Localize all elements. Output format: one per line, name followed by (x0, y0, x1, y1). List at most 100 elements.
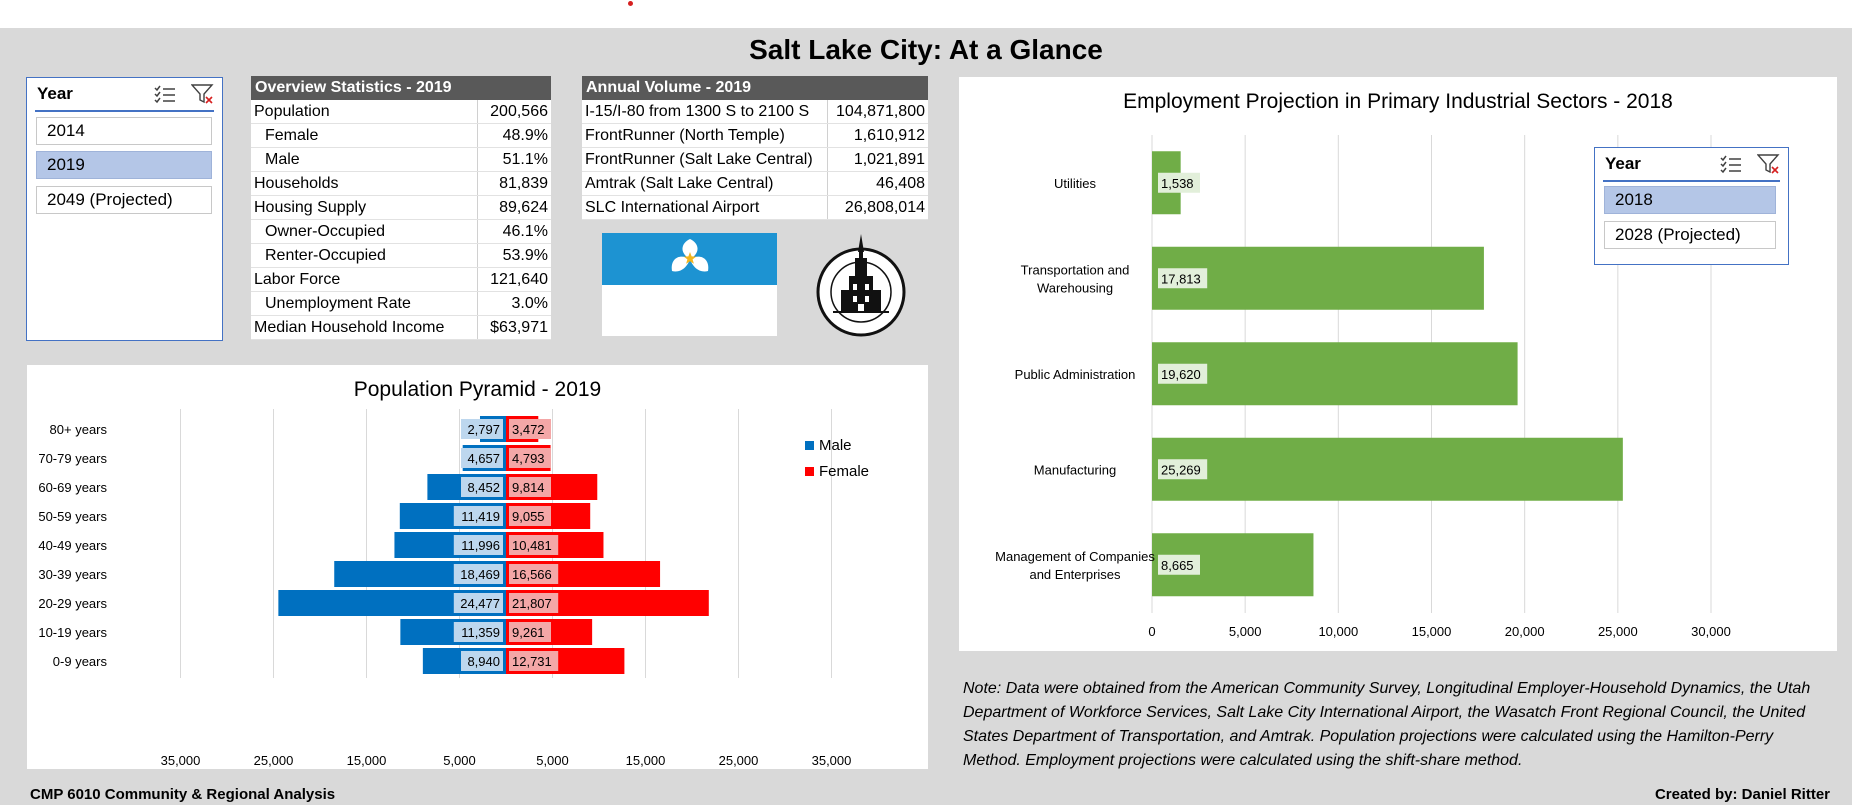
pyramid-male-label-bg (453, 564, 503, 584)
overview-label: Median Household Income (251, 315, 478, 340)
volume-value: 1,021,891 (827, 147, 928, 172)
slicer-title: Year (37, 84, 73, 103)
volume-label: Amtrak (Salt Lake Central) (582, 171, 829, 196)
slicer-header: Year (1603, 148, 1780, 182)
volume-row: Amtrak (Salt Lake Central) 46,408 (582, 171, 928, 196)
year-slicer-item-2014[interactable]: 2014 (36, 117, 212, 145)
overview-label: Population (251, 100, 478, 124)
pyramid-x-tick: 25,000 (254, 753, 294, 768)
volume-value: 46,408 (827, 171, 928, 196)
employment-x-tick: 10,000 (1318, 624, 1358, 639)
pyramid-category-label: 60-69 years (38, 480, 107, 495)
data-source-note: Note: Data were obtained from the Americ… (963, 680, 1811, 769)
clear-filter-icon[interactable] (1757, 153, 1781, 175)
overview-label: Female (251, 123, 478, 148)
year-slicer-item-2019[interactable]: 2019 (36, 151, 212, 179)
overview-value: 81,839 (477, 171, 551, 196)
footer-author: Created by: Daniel Ritter (1654, 786, 1830, 803)
pyramid-female-data-label: 21,807 (512, 596, 552, 611)
pyramid-female-data-label: 9,055 (512, 509, 545, 524)
pyramid-female-label-bg (509, 535, 559, 555)
pyramid-female-label-bg (509, 419, 551, 439)
year-slicer-item-2049[interactable]: 2049 (Projected) (36, 186, 212, 214)
overview-value: 89,624 (477, 195, 551, 220)
overview-row: Unemployment Rate 3.0% (251, 291, 551, 316)
employment-x-tick: 20,000 (1505, 624, 1545, 639)
employment-label-bg (1158, 268, 1208, 289)
volume-row: FrontRunner (North Temple) 1,610,912 (582, 123, 928, 148)
pyramid-female-label-bg (509, 506, 551, 526)
employment-slicer-item-2018[interactable]: 2018 (1604, 186, 1776, 214)
employment-label-bg (1158, 172, 1200, 193)
overview-label: Housing Supply (251, 195, 478, 220)
pyramid-male-data-label: 11,419 (461, 509, 500, 524)
volume-value: 1,610,912 (827, 123, 928, 148)
overview-statistics-table: Overview Statistics - 2019 Population 200… (251, 76, 551, 340)
population-pyramid-title: Population Pyramid - 2019 (353, 378, 602, 401)
legend-label: Female (819, 463, 869, 480)
employment-year-slicer: Year 2018 2028 (Projected) (1594, 147, 1789, 265)
employment-x-tick: 15,000 (1412, 624, 1452, 639)
overview-label: Male (251, 147, 478, 172)
pyramid-female-data-label: 12,731 (512, 654, 552, 669)
pyramid-category-label: 40-49 years (38, 538, 107, 553)
overview-row: Housing Supply 89,624 (251, 195, 551, 220)
employment-data-label: 1,538 (1161, 176, 1194, 191)
employment-bar (1152, 246, 1484, 310)
overview-value: 51.1% (477, 147, 551, 172)
employment-data-label: 25,269 (1161, 462, 1201, 477)
overview-table-header: Overview Statistics - 2019 (251, 76, 551, 100)
employment-chart-title: Employment Projection in Primary Industr… (1123, 90, 1673, 113)
volume-table-header: Annual Volume - 2019 (582, 76, 928, 100)
pyramid-female-data-label: 9,814 (512, 480, 545, 495)
employment-label-bg (1158, 459, 1208, 480)
employment-label-bg (1158, 363, 1208, 384)
cursor-dot (628, 1, 633, 6)
employment-data-label: 17,813 (1161, 271, 1201, 286)
employment-data-label: 19,620 (1161, 367, 1201, 382)
pyramid-male-data-label: 18,469 (460, 567, 500, 582)
pyramid-female-data-label: 10,481 (512, 538, 552, 553)
employment-data-label: 8,665 (1161, 558, 1194, 573)
pyramid-male-label-bg (461, 651, 503, 671)
city-flag (602, 233, 777, 336)
volume-row: SLC International Airport 26,808,014 (582, 195, 928, 220)
clear-filter-icon[interactable] (191, 83, 215, 105)
pyramid-female-data-label: 9,261 (512, 625, 545, 640)
slicer-title: Year (1605, 154, 1641, 173)
employment-category-label: and Enterprises (1029, 567, 1121, 582)
employment-category-label: Manufacturing (1034, 462, 1116, 477)
year-slicer: Year 2014 2019 2049 (Projected) (26, 77, 223, 341)
pyramid-female-label-bg (509, 564, 559, 584)
overview-value: 121,640 (477, 267, 551, 292)
employment-slicer-item-2028[interactable]: 2028 (Projected) (1604, 221, 1776, 249)
footer-course: CMP 6010 Community & Regional Analysis (30, 786, 336, 803)
legend-swatch (805, 467, 814, 476)
employment-x-tick: 0 (1148, 624, 1155, 639)
pyramid-male-label-bg (453, 506, 503, 526)
employment-category-label: Warehousing (1037, 280, 1113, 295)
pyramid-female-label-bg (509, 477, 551, 497)
multi-select-icon[interactable] (153, 83, 177, 105)
slicer-header: Year (35, 78, 214, 112)
pyramid-female-data-label: 16,566 (512, 567, 552, 582)
multi-select-icon[interactable] (1719, 153, 1743, 175)
overview-label: Renter-Occupied (251, 243, 478, 268)
pyramid-x-tick: 25,000 (719, 753, 759, 768)
pyramid-male-data-label: 24,477 (460, 596, 500, 611)
overview-label: Owner-Occupied (251, 219, 478, 244)
volume-label: FrontRunner (Salt Lake Central) (582, 147, 829, 172)
employment-panel: Employment Projection in Primary Industr… (959, 77, 1837, 651)
overview-row: Labor Force 121,640 (251, 267, 551, 292)
pyramid-category-label: 30-39 years (38, 567, 107, 582)
pyramid-x-tick: 35,000 (161, 753, 201, 768)
employment-bar (1152, 437, 1623, 501)
population-pyramid-chart: 35,000 25,000 15,000 5,000 5,000 15,000 25,000… (38, 409, 869, 768)
volume-label: I-15/I-80 from 1300 S to 2100 S (582, 100, 829, 124)
legend-swatch (805, 441, 814, 450)
volume-value: 104,871,800 (827, 100, 928, 124)
top-strip (0, 0, 1852, 28)
overview-label: Labor Force (251, 267, 478, 292)
overview-row: Population 200,566 (251, 100, 551, 124)
pyramid-category-label: 50-59 years (38, 509, 107, 524)
